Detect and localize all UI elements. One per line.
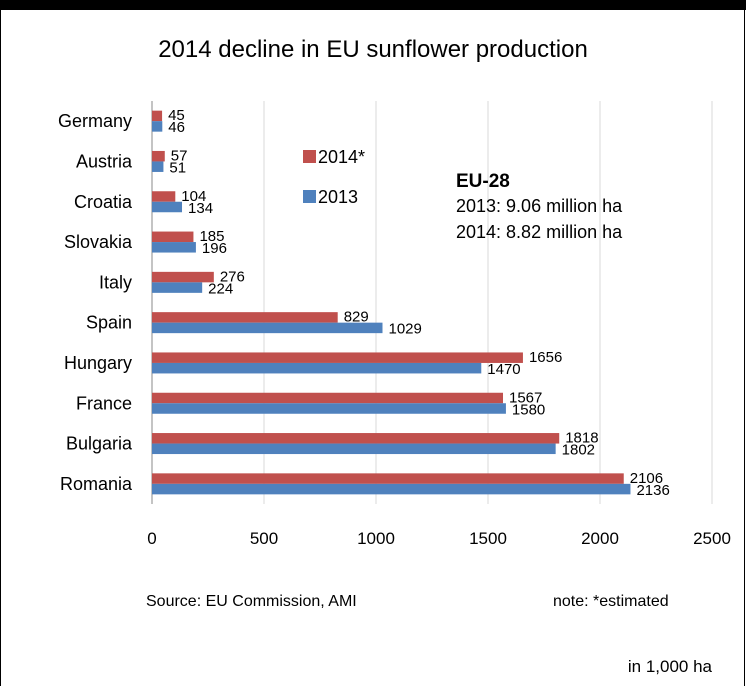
legend-swatch-2014 <box>303 150 316 163</box>
category-croatia: Croatia <box>74 192 133 212</box>
category-bulgaria: Bulgaria <box>66 434 133 454</box>
legend: 2014* 2013 <box>303 147 365 207</box>
category-italy: Italy <box>99 272 132 292</box>
legend-swatch-2013 <box>303 190 316 203</box>
bar-germany-2013 <box>152 121 163 132</box>
value-hungary-2014: 1656 <box>529 349 562 366</box>
bar-hungary-2013 <box>152 362 482 374</box>
bar-spain-2014 <box>152 312 338 323</box>
category-labels: Germany Austria Croatia Slovakia Italy Spain H… <box>58 111 133 494</box>
category-romania: Romania <box>60 474 133 494</box>
value-croatia-2014: 104 <box>181 188 206 205</box>
value-germany-2014: 45 <box>168 107 185 124</box>
x-tick-0: 0 <box>147 529 156 548</box>
bar-bulgaria-2013 <box>152 443 556 455</box>
value-italy-2014: 276 <box>220 268 245 285</box>
eu-annotation-title: EU-28 <box>456 171 510 192</box>
top-border <box>0 0 746 10</box>
bar-italy-2013 <box>152 282 203 293</box>
category-france: France <box>76 393 132 413</box>
value-spain-2014: 829 <box>344 309 369 326</box>
bar-germany-2014 <box>152 110 163 122</box>
x-tick-1000: 1000 <box>357 529 395 548</box>
source-note: Source: EU Commission, AMI <box>146 593 357 610</box>
value-germany-2013: 46 <box>168 119 185 136</box>
bar-austria-2013 <box>152 161 164 172</box>
value-croatia-2013: 134 <box>188 200 213 217</box>
category-hungary: Hungary <box>64 353 132 373</box>
category-spain: Spain <box>86 313 132 333</box>
value-hungary-2013: 1470 <box>487 361 520 378</box>
value-romania-2014: 2106 <box>630 470 663 487</box>
category-germany: Germany <box>58 111 132 131</box>
category-austria: Austria <box>76 151 133 171</box>
bar-croatia-2014 <box>152 191 176 202</box>
value-slovakia-2013: 196 <box>202 240 227 257</box>
eu-annotation-2013: 2013: 9.06 million ha <box>456 196 623 216</box>
x-tick-500: 500 <box>250 529 278 548</box>
value-spain-2013: 1029 <box>388 321 421 338</box>
bar-france-2014 <box>152 392 504 404</box>
legend-label-2014: 2014* <box>318 147 365 167</box>
x-tick-2500: 2500 <box>693 529 731 548</box>
bar-austria-2014 <box>152 150 165 162</box>
x-tick-labels: 0 500 1000 1500 2000 2500 <box>147 529 731 548</box>
chart-title: 2014 decline in EU sunflower production <box>158 36 588 63</box>
value-bulgaria-2014: 1818 <box>565 430 598 447</box>
category-slovakia: Slovakia <box>64 232 133 252</box>
estimate-note: note: *estimated <box>553 593 669 610</box>
bar-slovakia-2013 <box>152 242 196 253</box>
bar-romania-2013 <box>152 483 631 495</box>
value-bulgaria-2013: 1802 <box>562 442 595 459</box>
legend-label-2013: 2013 <box>318 187 358 207</box>
value-romania-2013: 2136 <box>636 482 669 499</box>
value-austria-2014: 57 <box>171 147 188 164</box>
value-slovakia-2014: 185 <box>199 228 224 245</box>
value-italy-2013: 224 <box>208 280 233 297</box>
value-france-2013: 1580 <box>512 401 545 418</box>
bar-slovakia-2014 <box>152 231 194 243</box>
x-tick-1500: 1500 <box>469 529 507 548</box>
bar-hungary-2014 <box>152 352 523 363</box>
value-france-2014: 1567 <box>509 389 542 406</box>
x-axis-unit: in 1,000 ha <box>628 657 713 676</box>
bar-france-2013 <box>152 403 506 414</box>
bar-spain-2013 <box>152 322 383 334</box>
bars <box>152 110 631 495</box>
bar-bulgaria-2014 <box>152 433 560 444</box>
bar-romania-2014 <box>152 473 624 484</box>
bar-croatia-2013 <box>152 201 183 213</box>
value-austria-2013: 51 <box>169 159 186 176</box>
x-tick-2000: 2000 <box>581 529 619 548</box>
eu-annotation-2014: 2014: 8.82 million ha <box>456 222 623 242</box>
bar-italy-2014 <box>152 271 214 283</box>
